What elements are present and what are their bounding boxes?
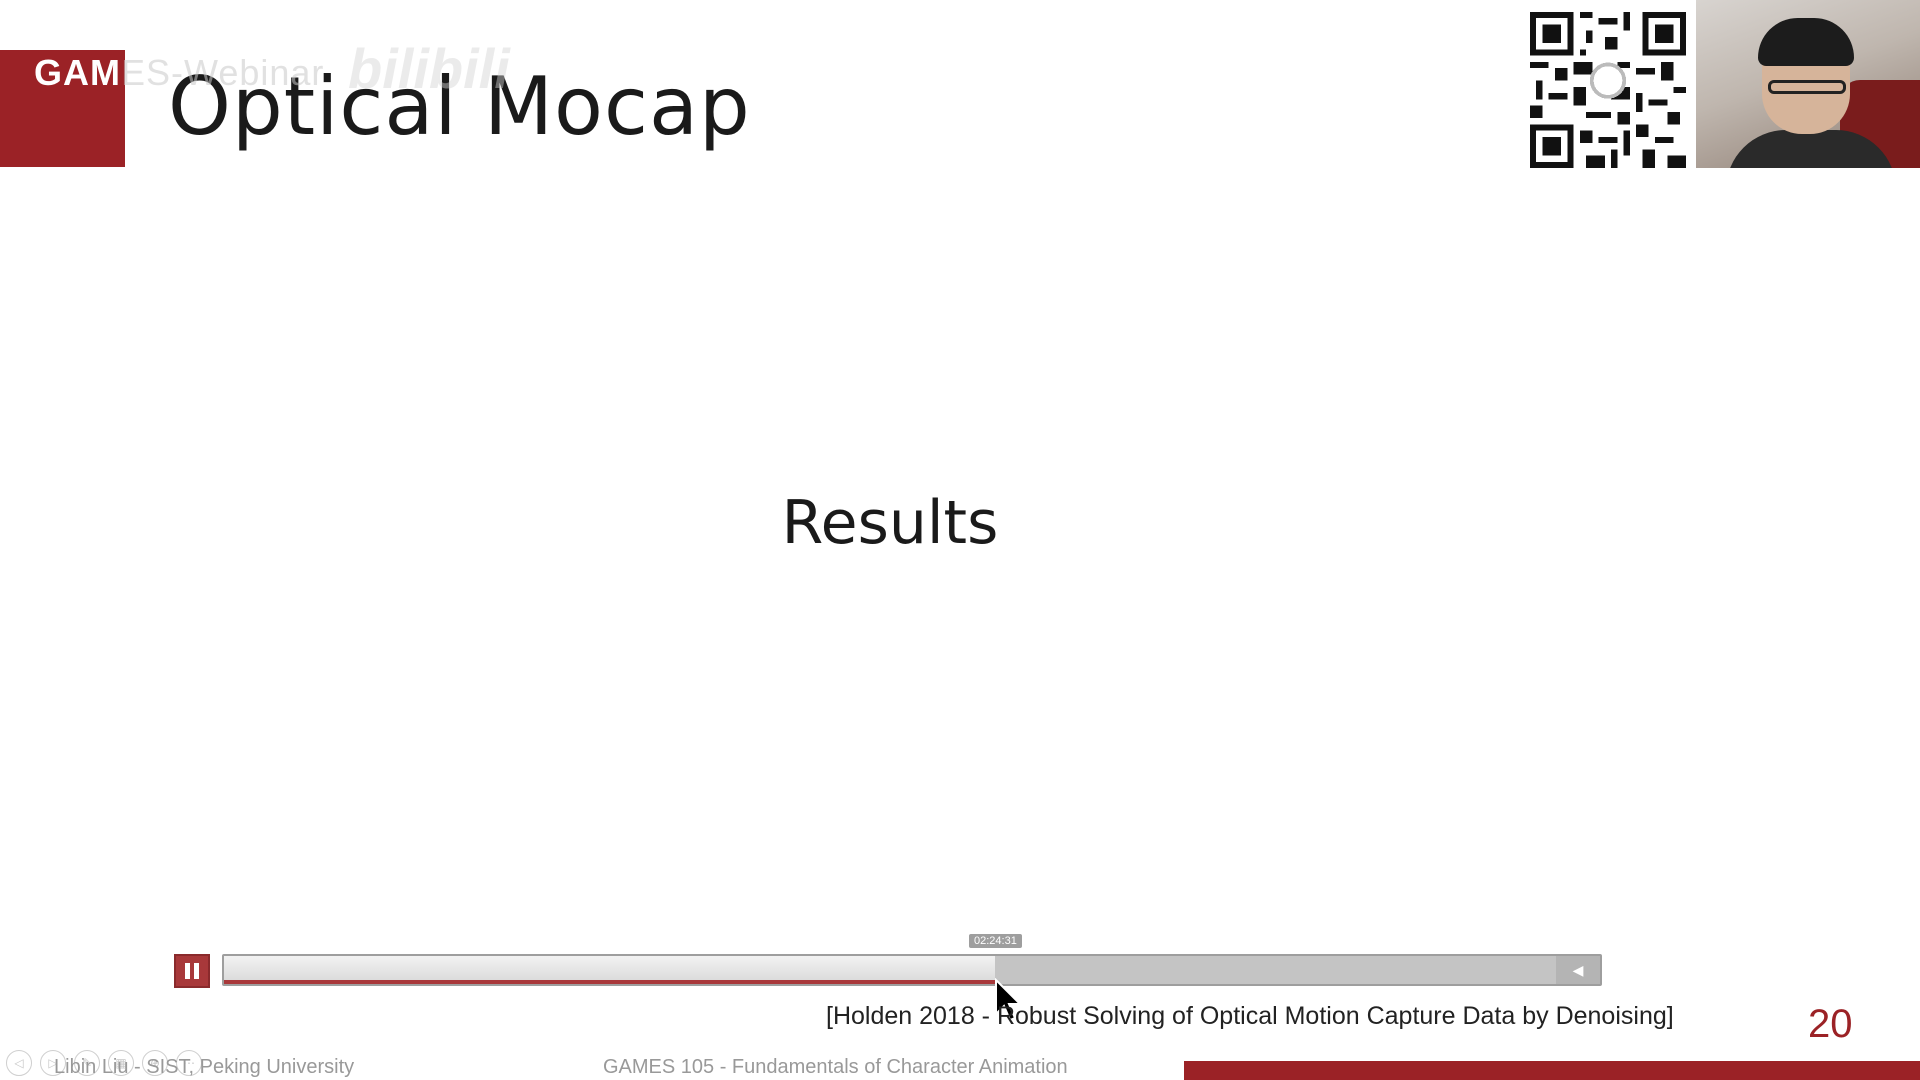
time-tooltip: 02:24:31 (969, 934, 1022, 948)
slides-icon[interactable]: ▦ (108, 1050, 134, 1076)
webcam-feed (1696, 0, 1920, 168)
footer-accent-bar (1184, 1061, 1920, 1080)
more-icon[interactable]: ⋯ (176, 1050, 202, 1076)
pen-icon[interactable]: ✎ (74, 1050, 100, 1076)
watermark-games-bold: GAM (34, 52, 121, 93)
pause-button[interactable] (174, 954, 210, 988)
zoom-icon[interactable]: ⊕ (142, 1050, 168, 1076)
footer-author: Libin Liu - SIST, Peking University (54, 1056, 355, 1078)
watermark-games-rest: ES-Webinar (121, 52, 325, 93)
next-icon[interactable]: ▷ (40, 1050, 66, 1076)
slide-title: Optical Mocap (168, 60, 751, 153)
webcam-person-glasses (1768, 80, 1846, 94)
results-text: Results (781, 488, 999, 558)
title-accent-block (0, 50, 125, 167)
qr-code-icon (1530, 12, 1686, 168)
prev-icon[interactable]: ◁ (6, 1050, 32, 1076)
volume-icon[interactable]: ◀ (1556, 956, 1600, 984)
video-progress-track[interactable]: ◀ (222, 954, 1602, 986)
video-progress-fill (224, 956, 995, 984)
webcam-person-hair (1758, 18, 1854, 66)
page-number: 20 (1808, 1002, 1853, 1046)
pause-icon-bar (194, 963, 199, 979)
bilibili-watermark: bilibili (348, 37, 510, 100)
footer-course: GAMES 105 - Fundamentals of Character An… (603, 1056, 1068, 1078)
slideshow-controls: ◁ ▷ ✎ ▦ ⊕ ⋯ (6, 1050, 202, 1076)
citation-text: [Holden 2018 - Robust Solving of Optical… (826, 1002, 1674, 1030)
pause-icon-bar (185, 963, 190, 979)
games-webinar-watermark: GAMES-Webinar (34, 52, 324, 94)
